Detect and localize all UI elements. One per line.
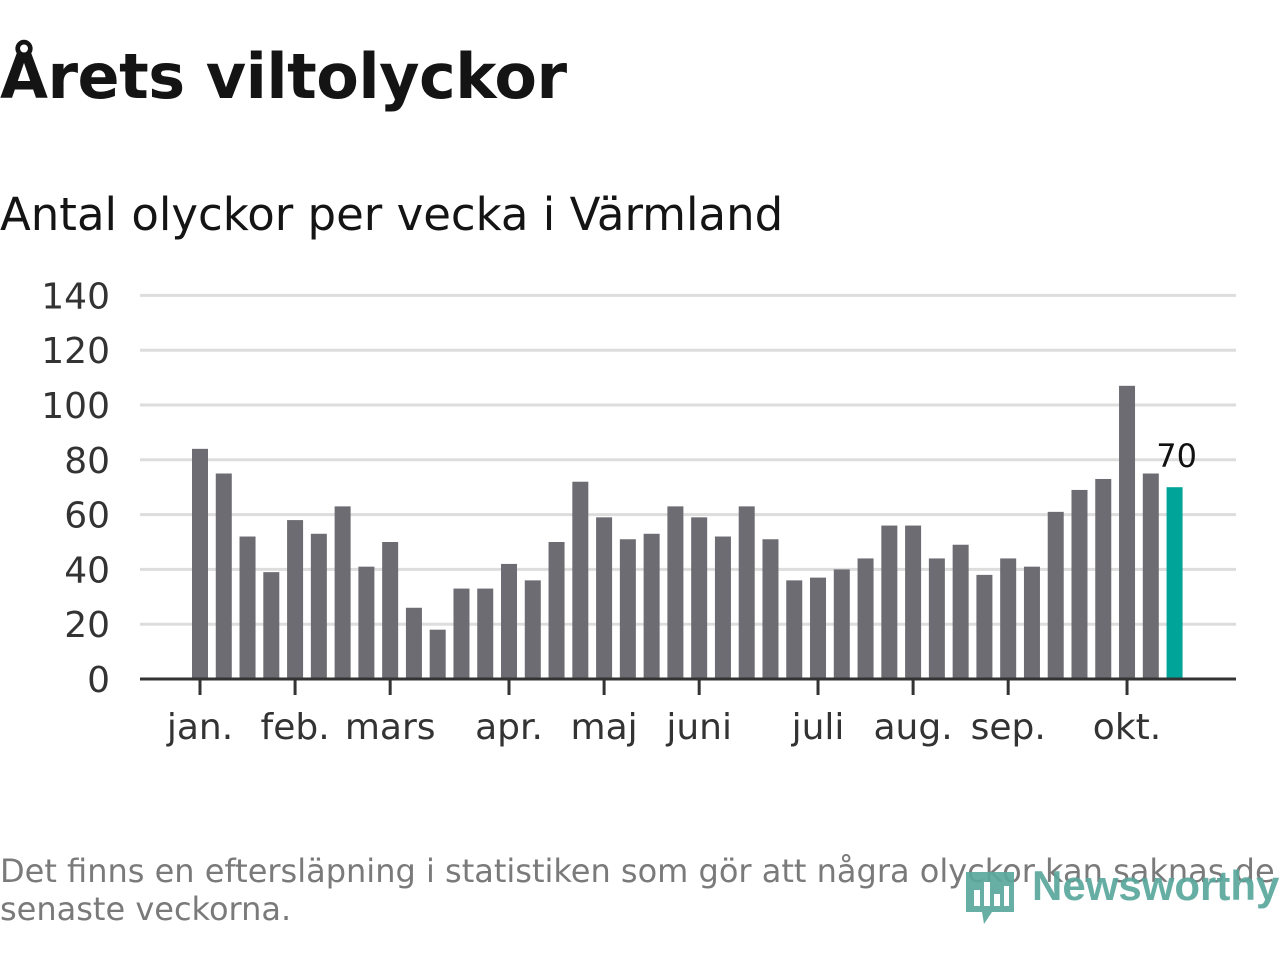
x-tick-label: okt. bbox=[1093, 707, 1161, 748]
bar bbox=[524, 580, 541, 679]
data-label: 70 bbox=[1156, 437, 1197, 475]
bar bbox=[287, 520, 304, 679]
x-tick-label: apr. bbox=[475, 707, 543, 748]
x-tick-label: feb. bbox=[261, 707, 330, 748]
bar bbox=[643, 533, 660, 679]
bar bbox=[1047, 511, 1064, 679]
bar bbox=[334, 506, 351, 679]
bar bbox=[596, 517, 613, 679]
footnote: Det finns en eftersläpning i statistiken… bbox=[0, 852, 1275, 928]
bar bbox=[501, 563, 518, 679]
bar bbox=[382, 542, 399, 679]
bar bbox=[477, 588, 494, 679]
bar bbox=[358, 566, 375, 679]
y-tick-label: 120 bbox=[41, 331, 110, 372]
bar bbox=[192, 448, 208, 679]
x-tick-label: juli bbox=[791, 707, 845, 748]
x-tick-label: mars bbox=[345, 707, 436, 748]
bar bbox=[714, 536, 731, 679]
bar bbox=[762, 539, 779, 679]
chart-subtitle: Antal olyckor per vecka i Värmland bbox=[0, 188, 784, 241]
bar bbox=[548, 542, 565, 679]
bar bbox=[857, 558, 874, 679]
bar bbox=[429, 629, 446, 679]
y-tick-label: 20 bbox=[64, 605, 110, 646]
y-tick-label: 140 bbox=[41, 276, 110, 317]
bar bbox=[810, 577, 827, 679]
bar bbox=[239, 536, 256, 679]
x-tick-label: sep. bbox=[971, 707, 1046, 748]
x-tick-label: aug. bbox=[874, 707, 953, 748]
bar bbox=[215, 473, 232, 679]
bar bbox=[1071, 489, 1088, 679]
x-tick-label: juni bbox=[665, 707, 732, 748]
bar bbox=[1095, 478, 1112, 679]
bar bbox=[786, 580, 803, 679]
bar bbox=[619, 539, 636, 679]
bar bbox=[405, 607, 422, 679]
bar bbox=[1000, 558, 1017, 679]
bar bbox=[1023, 566, 1040, 679]
bar bbox=[833, 569, 850, 679]
y-tick-label: 60 bbox=[64, 496, 110, 537]
bar bbox=[1142, 473, 1159, 679]
bar bbox=[667, 506, 684, 679]
bar bbox=[691, 517, 708, 679]
y-tick-label: 80 bbox=[64, 441, 110, 482]
bar bbox=[310, 533, 327, 679]
bar bbox=[453, 588, 470, 679]
bar-highlight bbox=[1166, 487, 1183, 679]
bar bbox=[738, 506, 755, 679]
bar bbox=[1119, 385, 1136, 679]
bar bbox=[263, 572, 280, 679]
bar bbox=[928, 558, 945, 679]
bar bbox=[952, 544, 969, 679]
newsworthy-logo-text: Newsworthy bbox=[1032, 862, 1280, 909]
newsworthy-logo-icon bbox=[966, 872, 1014, 924]
page-title: Årets viltolyckor bbox=[0, 40, 567, 113]
x-tick-label: maj bbox=[571, 707, 638, 748]
bar bbox=[976, 574, 993, 679]
bar bbox=[881, 525, 898, 679]
x-tick-label: jan. bbox=[166, 707, 233, 748]
y-tick-label: 100 bbox=[41, 386, 110, 427]
newsworthy-logo[interactable]: Newsworthy bbox=[962, 858, 1280, 930]
bar bbox=[572, 481, 589, 679]
bar bbox=[905, 525, 922, 679]
y-tick-label: 40 bbox=[64, 550, 110, 591]
y-tick-label: 0 bbox=[87, 660, 110, 701]
